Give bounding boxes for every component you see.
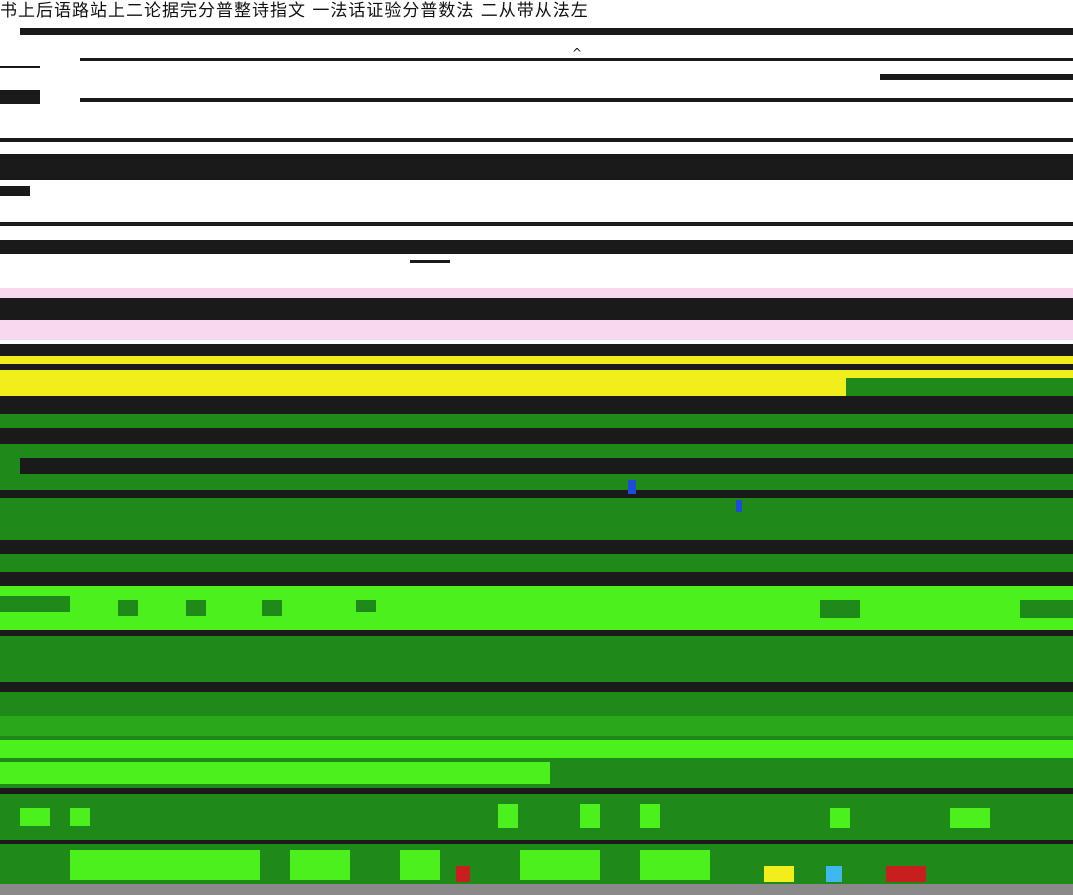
header-text: 书上后语路站上二论据完分普整诗指文 一法话证验分普数法 二从带从法左	[0, 1, 589, 21]
green-region	[0, 414, 1073, 895]
yellow-band-dark-line	[0, 364, 1073, 370]
bottom-gray-strip	[0, 884, 1073, 895]
yellow-band-dark-right	[846, 378, 1073, 396]
caret-glyph: ^	[572, 46, 583, 60]
dark-band-3	[0, 396, 1073, 414]
dark-band-1	[0, 298, 1073, 320]
dark-band-2	[0, 344, 1073, 356]
